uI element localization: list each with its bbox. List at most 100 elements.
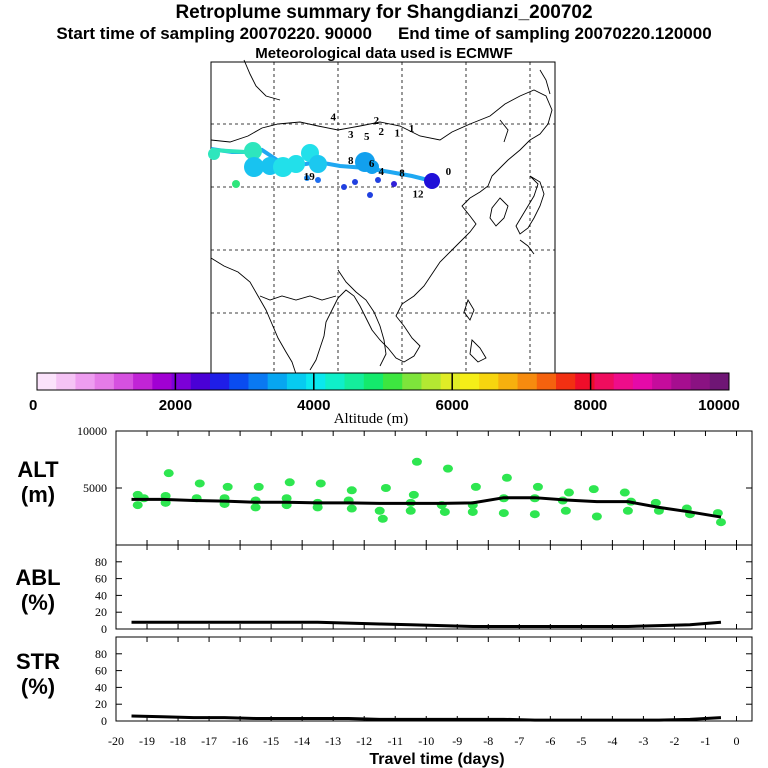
map-day-label: 2 (378, 126, 384, 138)
abl-ytick-label: 0 (101, 622, 107, 636)
alt-scatter-point (253, 482, 264, 491)
colorbar-swatch (75, 373, 96, 390)
x-tick-label: -2 (669, 734, 679, 748)
alt-scatter-point (346, 504, 357, 513)
colorbar-tick-label: 6000 (436, 397, 469, 414)
colorbar-swatch (383, 373, 403, 390)
alt-scatter-point (591, 512, 602, 521)
map-day-label: 2 (374, 115, 380, 127)
colorbar-swatch (479, 373, 499, 390)
x-tick-label: -4 (607, 734, 617, 748)
alt-plot: 5000 10000 (77, 424, 752, 545)
map-day-label: 5 (364, 131, 370, 143)
colorbar-swatch (133, 373, 153, 390)
x-tick-label: -9 (452, 734, 462, 748)
map-day-label: 8 (348, 155, 354, 167)
alt-ytick-label: 5000 (83, 481, 107, 495)
colorbar-swatch (248, 373, 269, 390)
alt-scatter-point (250, 503, 261, 512)
colorbar-tick-label: 8000 (574, 397, 607, 414)
abl-ytick-label: 20 (95, 605, 107, 619)
colorbar-swatch (575, 373, 595, 390)
map-day-label: 12 (413, 188, 425, 200)
plume-trajectory (208, 142, 440, 198)
colorbar-tick-label: 4000 (297, 397, 330, 414)
str-ytick-label: 0 (101, 714, 107, 728)
alt-scatter-point (380, 484, 391, 492)
alt-scatter-point (619, 488, 630, 497)
colorbar-swatch (286, 373, 307, 390)
colorbar-tick-label: 2000 (159, 397, 192, 414)
colorbar-swatch (37, 373, 57, 390)
x-tick-label: -6 (545, 734, 555, 748)
alt-scatter-point (588, 485, 599, 494)
str-frame (115, 636, 753, 722)
alt-scatter-point (284, 478, 295, 487)
map-coastlines (210, 59, 553, 375)
str-ytick-label: 60 (95, 664, 107, 678)
x-tick-label: -15 (263, 734, 279, 748)
colorbar-swatch (229, 373, 249, 390)
colorbar-swatch (709, 373, 730, 390)
plume-cluster (208, 148, 220, 160)
colorbar-swatch (459, 373, 480, 390)
map-day-label: 3 (348, 129, 354, 141)
plume-point (341, 184, 347, 190)
alt-unit: (m) (21, 482, 55, 507)
str-title: STR (16, 649, 60, 674)
colorbar-swatch (440, 373, 461, 390)
abl-frame (115, 544, 753, 630)
map-day-label: 19 (304, 171, 316, 183)
abl-plot: 0 20 40 60 80 (95, 545, 752, 636)
alt-scatter-point (470, 482, 481, 491)
alt-scatter-point (501, 473, 512, 482)
x-tick-label: -11 (387, 734, 403, 748)
str-panel: STR (%) (16, 636, 753, 722)
colorbar-swatch (344, 373, 365, 390)
abl-ytick-label: 40 (95, 588, 107, 602)
alt-scatter-point (222, 482, 233, 491)
colorbar-swatch (613, 373, 634, 390)
plume-point (304, 175, 310, 181)
alt-scatter-point (532, 482, 543, 491)
plume-point (232, 180, 240, 188)
abl-series-line (131, 620, 722, 628)
colorbar-swatch (171, 373, 192, 390)
map-frame (210, 61, 556, 375)
page-title: Retroplume summary for Shangdianzi_20070… (175, 2, 593, 23)
str-series-line (131, 714, 722, 722)
map-day-label: 6 (369, 158, 375, 170)
alt-scatter-point (622, 506, 633, 515)
x-tick-label: -13 (325, 734, 341, 748)
plume-origin (424, 173, 440, 189)
alt-scatter-point (377, 514, 388, 523)
x-tick-label: -19 (139, 734, 155, 748)
colorbar-swatch (210, 373, 230, 390)
map-day-label: 1 (394, 128, 400, 140)
colorbar-swatch (632, 373, 653, 390)
colorbar-tick-label: 0 (29, 397, 37, 414)
colorbar-swatch (421, 373, 442, 390)
x-tick-label: -18 (170, 734, 186, 748)
colorbar-swatch (517, 373, 538, 390)
alt-scatter-point (408, 490, 419, 499)
end-time-label: End time of sampling 20070220.120000 (397, 24, 712, 43)
plume-point (367, 192, 373, 198)
x-tick-label: -16 (232, 734, 248, 748)
alt-scatter-point (442, 464, 453, 473)
x-tick-label: 0 (733, 734, 739, 748)
x-tick-label: -12 (356, 734, 372, 748)
x-tick-label: -5 (576, 734, 586, 748)
colorbar-swatch (652, 373, 672, 390)
abl-ytick-label: 60 (95, 572, 107, 586)
x-tick-label: -7 (514, 734, 524, 748)
colorbar-swatch (402, 373, 422, 390)
colorbar-swatch (363, 373, 384, 390)
plume-cluster (309, 155, 327, 173)
colorbar-swatch (690, 373, 711, 390)
alt-scatter-point (194, 479, 205, 488)
plume-point (391, 181, 397, 187)
x-tick-label: -10 (418, 734, 434, 748)
